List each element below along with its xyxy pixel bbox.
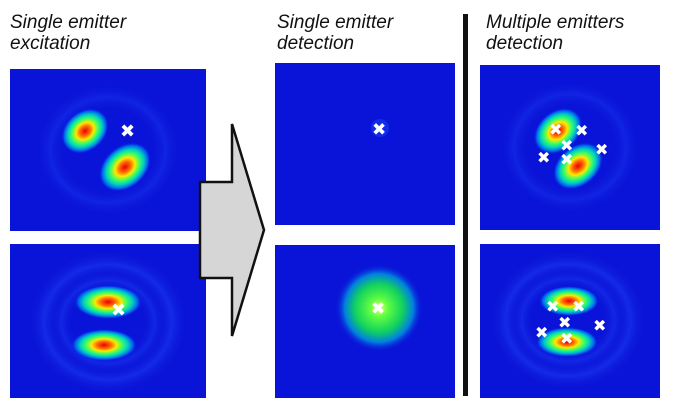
arrow-shape	[198, 123, 266, 337]
process-arrow	[196, 118, 268, 347]
panel-excitation-bottom: ✖	[10, 244, 206, 398]
panel-single-detection-top: ✖	[275, 63, 455, 225]
emitter-marker: ✖	[572, 297, 585, 316]
emitter-marker: ✖	[372, 120, 386, 140]
emitter-marker: ✖	[558, 313, 571, 332]
intensity-lobe	[552, 142, 604, 190]
panel-excitation-top: ✖	[10, 69, 206, 231]
intensity-lobe	[99, 142, 151, 192]
emitter-marker: ✖	[535, 323, 548, 342]
emitter-marker: ✖	[537, 148, 550, 167]
emitter-marker: ✖	[595, 140, 608, 159]
panel-background	[275, 63, 455, 225]
emitter-marker: ✖	[575, 121, 588, 140]
heading-multiple-detection: Multiple emitters detection	[486, 12, 676, 54]
intensity-lobe	[539, 286, 599, 316]
intensity-lobe	[74, 285, 142, 319]
emitter-marker: ✖	[111, 300, 126, 321]
heading-multiple-detection-text: Multiple emitters detection	[486, 12, 625, 54]
emitter-marker: ✖	[560, 329, 573, 348]
detection-spot	[335, 264, 423, 352]
intensity-lobe	[536, 327, 598, 357]
emitter-marker: ✖	[371, 299, 385, 319]
intensity-lobe	[61, 108, 109, 154]
intensity-lobe	[71, 329, 137, 361]
intensity-lobe	[533, 107, 583, 155]
panel-multiple-detection-top: ✖ ✖ ✖ ✖ ✖ ✖	[480, 65, 660, 230]
emitter-marker: ✖	[120, 121, 135, 142]
emitter-marker: ✖	[593, 316, 606, 335]
vertical-divider	[463, 14, 468, 396]
heading-single-detection-text: Single emitter detection	[277, 12, 394, 54]
outer-ring	[36, 84, 180, 216]
emitter-marker: ✖	[549, 120, 562, 139]
emitter-marker: ✖	[560, 150, 573, 169]
panel-multiple-detection-bottom: ✖ ✖ ✖ ✖ ✖ ✖	[480, 244, 660, 398]
heading-excitation: Single emitter excitation	[10, 12, 200, 54]
heading-excitation-text: Single emitter excitation	[10, 12, 127, 54]
emitter-marker: ✖	[560, 136, 573, 155]
panel-single-detection-bottom: ✖	[275, 245, 455, 398]
heading-single-detection: Single emitter detection	[277, 12, 457, 54]
faint-glow	[371, 119, 389, 137]
emitter-marker: ✖	[546, 297, 559, 316]
